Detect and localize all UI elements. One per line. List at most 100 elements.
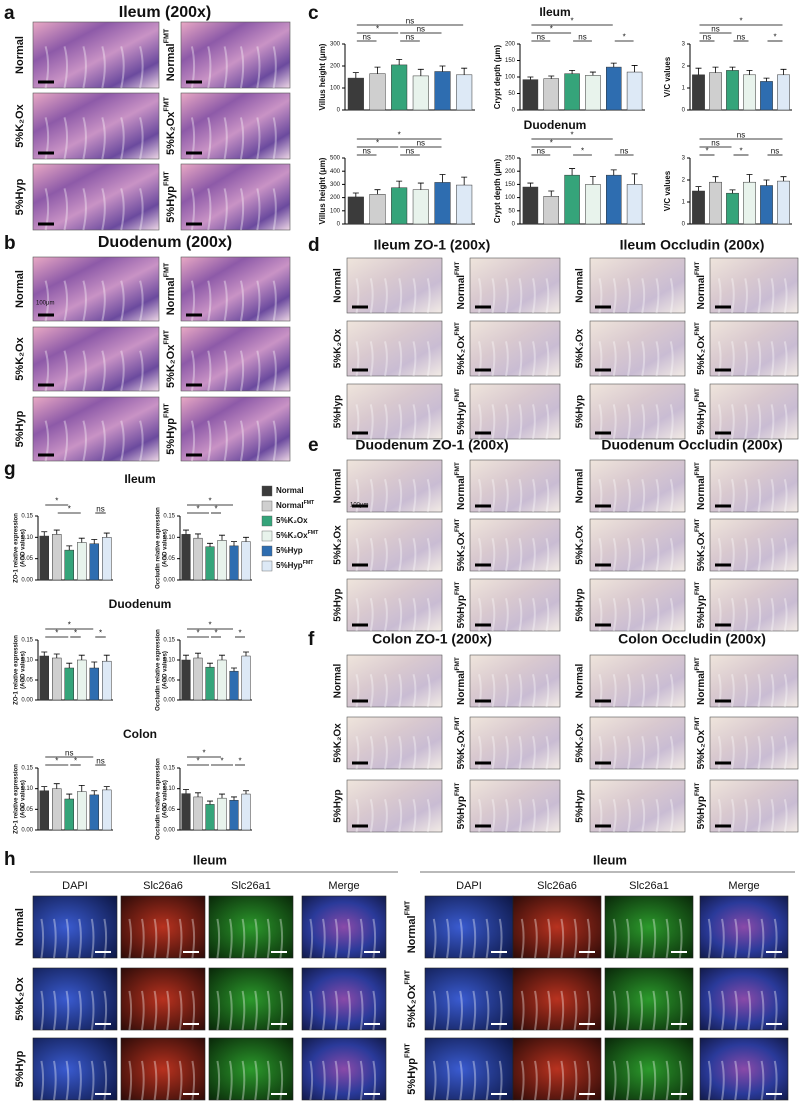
row-label-sup: FMT	[454, 582, 461, 595]
tissue-fold	[384, 404, 388, 440]
tissue-fold	[669, 597, 674, 632]
row-label: 5%HypFMT	[162, 403, 176, 455]
tissue-fold	[355, 735, 360, 770]
panel-title: Colon Occludin (200x)	[618, 631, 766, 647]
legend-swatch	[261, 515, 273, 527]
bar	[229, 799, 239, 831]
bar	[64, 667, 74, 701]
row-label-text: 5%Hyp	[456, 595, 467, 628]
tissue-fold	[598, 478, 603, 513]
error-bar	[763, 77, 770, 82]
y-tick-label: 0.05	[21, 678, 33, 684]
micrograph	[424, 895, 514, 959]
tissue-fold	[472, 1060, 477, 1101]
error-bar	[589, 176, 596, 185]
tissue-fold	[103, 990, 108, 1031]
y-tick-label: 0.10	[163, 535, 175, 541]
tissue-fold	[101, 46, 106, 89]
tissue-fold	[665, 918, 670, 959]
tissue-fold	[191, 918, 196, 959]
tissue-fold	[518, 799, 523, 833]
significance-label: ns	[96, 505, 104, 514]
tissue-fold	[120, 280, 125, 322]
column-header: DAPI	[456, 880, 482, 892]
micrograph	[709, 578, 799, 632]
tissue-fold	[757, 278, 762, 314]
tissue-fold	[731, 598, 735, 632]
tissue-fold	[355, 404, 360, 440]
significance-label: *	[208, 621, 211, 630]
tissue-fold	[669, 673, 674, 708]
bar	[347, 196, 364, 225]
significance-label: *	[196, 629, 199, 638]
tissue-fold	[139, 188, 144, 231]
tissue-fold	[612, 341, 617, 377]
tissue-fold	[731, 404, 735, 440]
tissue-fold	[770, 674, 775, 708]
bar	[205, 666, 215, 701]
tissue-fold	[744, 278, 748, 314]
tissue-fold	[717, 598, 722, 632]
tissue-fold	[322, 990, 326, 1031]
y-tick-label: 0.15	[163, 638, 175, 644]
error-bar	[548, 75, 555, 79]
tissue-fold	[384, 341, 388, 377]
tissue-fold	[612, 537, 617, 572]
bar	[39, 790, 49, 831]
tissue-fold	[612, 673, 617, 708]
tissue-fold	[359, 1060, 364, 1101]
tissue-fold	[547, 990, 551, 1031]
tissue-fold	[90, 1060, 95, 1101]
tissue-fold	[256, 280, 261, 322]
y-tick-label: 250	[505, 156, 516, 162]
tissue-fold	[139, 117, 144, 160]
significance-label: *	[196, 505, 199, 514]
tissue-fold	[783, 799, 788, 833]
bar	[217, 797, 227, 831]
tissue-fold	[586, 990, 591, 1031]
y-axis-label: Occludin relative expression	[156, 758, 162, 840]
tissue-fold	[505, 341, 509, 377]
panel-label: f	[308, 629, 315, 650]
row-label-text: Normal	[406, 915, 418, 953]
tissue-fold	[239, 420, 245, 462]
micrograph	[589, 383, 686, 440]
y-tick-label: 0.00	[21, 698, 33, 704]
row-label: 5%Hyp	[14, 178, 26, 215]
y-tick-label: 0.00	[163, 698, 175, 704]
tissue-fold	[760, 1060, 765, 1101]
tissue-fold	[655, 798, 660, 833]
row-label-sup: FMT	[454, 388, 461, 401]
tissue-fold	[641, 673, 646, 708]
tissue-fold	[347, 990, 351, 1031]
tissue-fold	[655, 341, 660, 377]
error-bar	[66, 793, 73, 799]
tissue-fold	[534, 918, 538, 959]
tissue-fold	[90, 990, 95, 1031]
row-label: 5%K₂Ox	[333, 328, 344, 368]
tissue-fold	[669, 478, 674, 513]
tissue-fold	[347, 918, 351, 959]
row-label: Normal	[14, 36, 26, 74]
row-label-sup: FMT	[694, 783, 701, 796]
tissue-fold	[369, 341, 374, 377]
row-label: Normal	[333, 469, 344, 504]
tissue-fold	[103, 1060, 108, 1101]
tissue-fold	[770, 278, 775, 314]
tissue-fold	[139, 420, 144, 462]
tissue-fold	[82, 350, 87, 392]
row-label-text: 5%K₂Ox	[456, 335, 467, 375]
significance-label: *	[571, 131, 574, 140]
legend-swatch	[261, 530, 273, 542]
tissue-fold	[612, 735, 617, 770]
significance-label: *	[550, 25, 553, 34]
tissue-fold	[731, 799, 735, 833]
bar	[777, 74, 790, 111]
tissue-fold	[472, 990, 477, 1031]
panel-title: Ileum	[593, 852, 627, 867]
tissue-fold	[770, 479, 775, 513]
panel-label: e	[308, 435, 319, 456]
row-label: 5%K₂Ox	[575, 328, 586, 368]
legend-label-sup: FMT	[304, 500, 315, 506]
tissue-fold	[266, 990, 271, 1031]
